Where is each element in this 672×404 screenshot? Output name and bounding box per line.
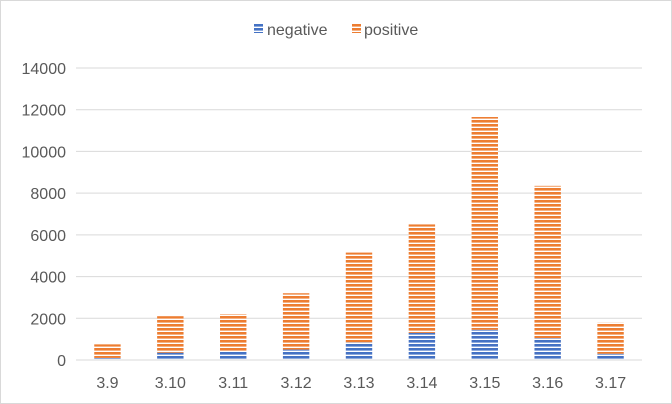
bar-positive-3.11 (220, 314, 247, 352)
bar-negative-3.15 (471, 329, 498, 360)
y-tick-label: 6000 (30, 228, 66, 245)
bars (94, 117, 624, 360)
bar-positive-3.13 (345, 252, 373, 343)
bar-positive-3.12 (282, 293, 310, 350)
x-tick-label: 3.10 (155, 375, 186, 392)
x-tick-label: 3.12 (281, 375, 312, 392)
bar-positive-3.15 (471, 117, 498, 330)
bar-positive-3.16 (534, 185, 561, 339)
x-tick-label: 3.14 (406, 375, 437, 392)
legend-swatch-negative (254, 24, 263, 33)
bar-positive-3.14 (408, 224, 436, 333)
x-tick-label: 3.16 (532, 375, 563, 392)
bar-negative-3.10 (157, 352, 184, 360)
y-tick-label: 2000 (30, 311, 66, 328)
bar-negative-3.13 (345, 342, 373, 360)
bar-positive-3.10 (157, 316, 184, 353)
bar-negative-3.12 (282, 349, 310, 360)
y-tick-label: 10000 (22, 144, 67, 161)
y-tick-label: 12000 (22, 103, 67, 120)
bar-positive-3.9 (94, 344, 121, 358)
y-tick-label: 4000 (30, 270, 66, 287)
y-tick-label: 8000 (30, 186, 66, 203)
legend: negative positive (254, 22, 418, 39)
legend-label-positive: positive (364, 22, 418, 39)
x-tick-label: 3.9 (96, 375, 118, 392)
bar-negative-3.11 (220, 351, 247, 360)
bar-negative-3.17 (597, 353, 624, 360)
x-tick-label: 3.11 (218, 375, 248, 392)
y-tick-label: 14000 (22, 61, 67, 78)
x-tick-label: 3.13 (343, 375, 374, 392)
legend-label-negative: negative (267, 22, 328, 39)
bar-negative-3.16 (534, 338, 561, 360)
y-axis-ticks: 0 2000 4000 6000 8000 10000 12000 14000 (22, 61, 67, 370)
bar-negative-3.14 (408, 332, 436, 360)
x-tick-label: 3.15 (469, 375, 500, 392)
bar-positive-3.17 (597, 322, 624, 354)
x-axis-ticks: 3.9 3.10 3.11 3.12 3.13 3.14 3.15 3.16 3.17 (96, 375, 626, 392)
bar-negative-3.9 (94, 357, 121, 360)
y-tick-label: 0 (57, 353, 66, 370)
legend-swatch-positive (352, 24, 361, 33)
x-tick-label: 3.17 (595, 375, 626, 392)
